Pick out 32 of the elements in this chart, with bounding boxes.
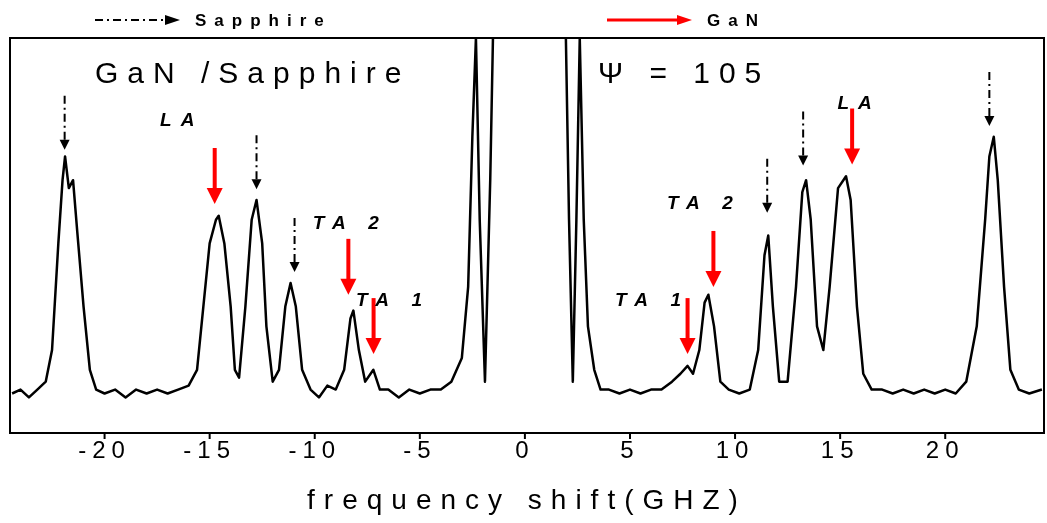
point xyxy=(340,278,357,295)
x-tick-label: 15 xyxy=(820,436,860,464)
point xyxy=(844,148,861,165)
annotation: TA 1 xyxy=(615,288,691,310)
x-tick-label: 5 xyxy=(620,436,640,464)
x-tick-label: -5 xyxy=(403,436,437,464)
x-tick-label: 20 xyxy=(925,436,965,464)
x-axis-title: frequency shift(GHZ) xyxy=(307,484,747,515)
annotation: GaN /Sapphire xyxy=(95,56,411,89)
point xyxy=(289,262,300,273)
point xyxy=(59,139,70,150)
annotation: Ψ = 105 xyxy=(598,56,771,89)
point xyxy=(705,270,722,287)
point xyxy=(251,179,262,190)
annotation: TA 2 xyxy=(666,191,742,213)
point xyxy=(365,338,382,355)
x-tick-label: 10 xyxy=(715,436,755,464)
point xyxy=(679,338,696,355)
point xyxy=(984,115,995,126)
legend-label: GaN xyxy=(707,11,766,30)
annotation: TA 2 xyxy=(312,211,388,233)
x-tick-label: -20 xyxy=(78,436,131,464)
legend-label: Sapphire xyxy=(195,11,332,30)
x-tick-label: 0 xyxy=(515,436,535,464)
x-tick-label: -10 xyxy=(288,436,342,464)
x-tick-label: -15 xyxy=(183,436,236,464)
point xyxy=(206,188,223,204)
annotation: TA 1 xyxy=(356,288,432,310)
annotation: LA xyxy=(160,108,204,130)
point xyxy=(798,155,809,166)
annotation: LA xyxy=(837,92,881,114)
point xyxy=(762,202,773,213)
